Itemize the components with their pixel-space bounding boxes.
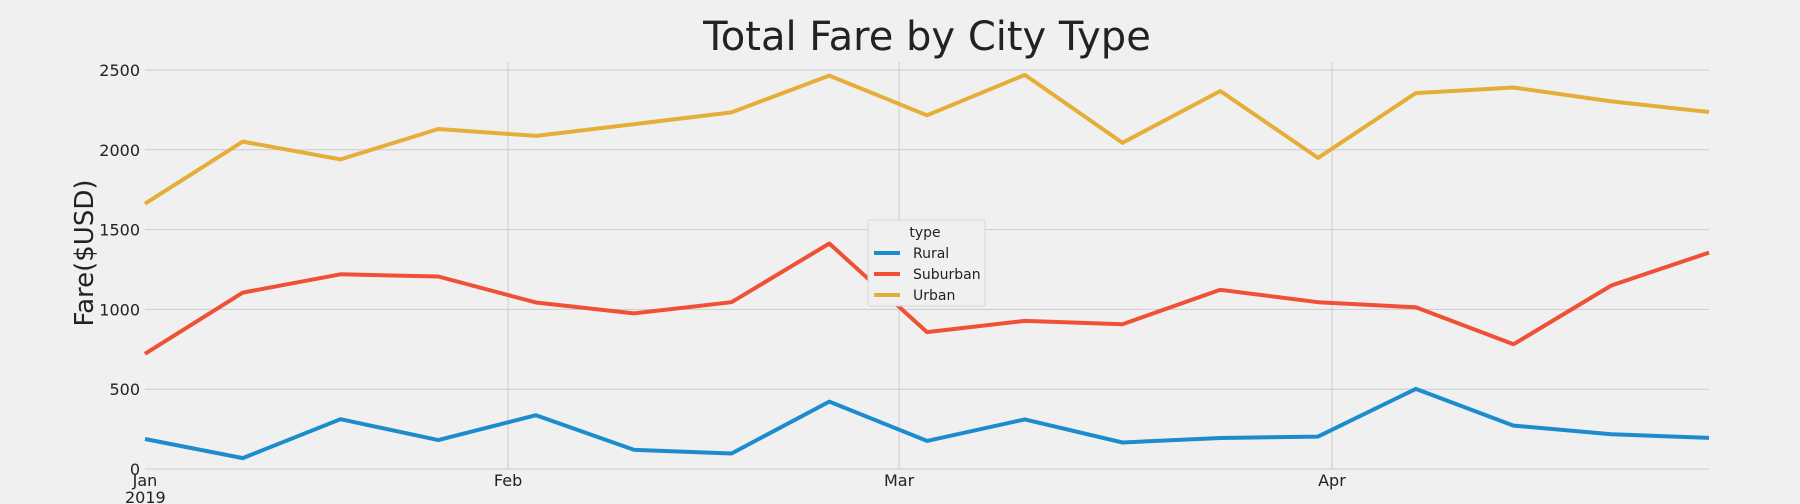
series-line-suburban: [143, 241, 1710, 356]
x-tick-label: Jan: [132, 471, 158, 490]
y-tick-label: 0: [130, 460, 140, 479]
y-tick-label: 2500: [99, 61, 140, 80]
x-tick-label: Feb: [494, 471, 522, 490]
grid: [145, 62, 1709, 470]
chart-title: Total Fare by City Type: [702, 14, 1151, 60]
series-line-rural: [144, 386, 1710, 461]
x-tick-sublabel: 2019: [125, 488, 166, 504]
y-axis-label: Fare($USD): [70, 180, 100, 327]
y-tick-labels: 0 500 1000 1500 2000 2500: [99, 61, 140, 479]
legend-label: Suburban: [913, 267, 981, 283]
legend-label: Urban: [913, 288, 955, 304]
y-tick-label: 1000: [99, 300, 140, 319]
legend-label: Rural: [913, 246, 949, 262]
x-tick-label: Apr: [1318, 471, 1346, 490]
series-line-urban: [143, 72, 1710, 206]
legend-title: type: [909, 225, 940, 241]
y-tick-label: 2000: [99, 141, 140, 160]
x-tick-label: Mar: [884, 471, 915, 490]
legend-box: [867, 219, 986, 307]
legend: type Rural Suburban Urban: [867, 219, 986, 307]
y-tick-label: 1500: [99, 221, 140, 240]
y-tick-label: 500: [109, 380, 140, 399]
series-lines: [143, 72, 1710, 461]
